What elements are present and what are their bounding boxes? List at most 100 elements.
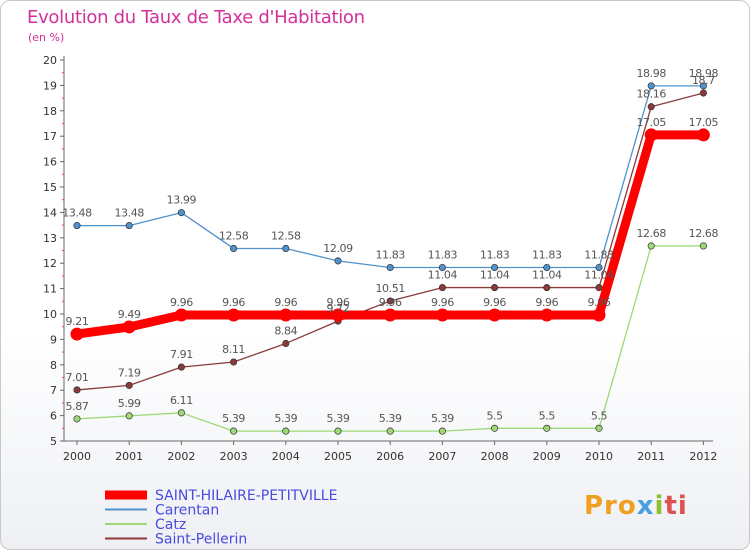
data-point bbox=[435, 308, 449, 322]
y-tick-label: 19 bbox=[43, 79, 57, 92]
y-tick-label: 17 bbox=[43, 130, 57, 143]
y-tick-label: 12 bbox=[43, 257, 57, 270]
data-point bbox=[488, 308, 502, 322]
x-tick-label: 2011 bbox=[637, 450, 665, 463]
series-line-carentan bbox=[76, 85, 705, 269]
data-label: 9.49 bbox=[118, 308, 141, 321]
data-label: 9.21 bbox=[66, 315, 89, 328]
y-tick-label: 6 bbox=[50, 410, 57, 423]
data-point bbox=[647, 82, 655, 90]
legend-label: Catz bbox=[155, 517, 186, 533]
data-label: 18.16 bbox=[636, 88, 666, 101]
y-tick-label: 20 bbox=[43, 54, 57, 67]
data-point bbox=[331, 308, 345, 322]
data-point bbox=[491, 424, 499, 432]
data-label: 11.83 bbox=[584, 249, 614, 262]
data-point bbox=[334, 427, 342, 435]
data-label: 5.39 bbox=[222, 412, 245, 425]
data-point bbox=[122, 320, 136, 334]
data-label: 11.83 bbox=[532, 249, 562, 262]
data-label: 13.48 bbox=[114, 207, 144, 220]
data-point bbox=[177, 363, 185, 371]
data-label: 11.04 bbox=[428, 269, 458, 282]
data-label: 7.91 bbox=[170, 348, 193, 361]
y-tick-label: 9 bbox=[50, 333, 57, 346]
data-label: 8.84 bbox=[274, 324, 297, 337]
data-point bbox=[647, 242, 655, 250]
data-point bbox=[438, 284, 446, 292]
data-point bbox=[125, 222, 133, 230]
x-tick-label: 2000 bbox=[63, 450, 91, 463]
data-label: 9.96 bbox=[274, 296, 297, 309]
data-point bbox=[647, 103, 655, 111]
data-point bbox=[543, 424, 551, 432]
y-tick-label: 11 bbox=[43, 283, 57, 296]
data-label: 9.96 bbox=[170, 296, 193, 309]
data-label: 5.39 bbox=[379, 412, 402, 425]
x-tick-label: 2009 bbox=[533, 450, 561, 463]
data-point bbox=[386, 427, 394, 435]
legend-label: SAINT-HILAIRE-PETITVILLE bbox=[155, 488, 337, 504]
data-label: 7.01 bbox=[66, 371, 89, 384]
y-tick-label: 16 bbox=[43, 156, 57, 169]
y-tick-label: 7 bbox=[50, 384, 57, 397]
data-point bbox=[491, 263, 499, 272]
legend-label: Saint-Pellerin bbox=[155, 532, 247, 548]
x-tick-label: 2007 bbox=[428, 450, 456, 463]
data-label: 12.68 bbox=[636, 227, 666, 240]
data-point bbox=[177, 409, 185, 417]
data-point bbox=[230, 358, 238, 366]
data-label: 5.99 bbox=[118, 397, 141, 410]
data-label: 9.96 bbox=[588, 296, 611, 309]
data-point bbox=[174, 308, 188, 322]
y-tick-label: 5 bbox=[50, 435, 57, 448]
data-label: 5.39 bbox=[431, 412, 454, 425]
x-tick-label: 2012 bbox=[689, 450, 717, 463]
data-label: 9.96 bbox=[483, 296, 506, 309]
data-point bbox=[73, 386, 81, 394]
data-point bbox=[386, 263, 394, 272]
data-label: 18.98 bbox=[689, 67, 719, 80]
data-point bbox=[70, 327, 84, 341]
data-label: 7.19 bbox=[118, 366, 141, 379]
data-point bbox=[282, 339, 290, 348]
data-label: 12.68 bbox=[689, 227, 719, 240]
data-label: 5.5 bbox=[486, 409, 503, 422]
data-point bbox=[279, 308, 293, 322]
data-point bbox=[699, 242, 707, 250]
data-point bbox=[696, 128, 710, 142]
data-label: 9.96 bbox=[222, 296, 245, 309]
data-point bbox=[644, 128, 658, 142]
data-point bbox=[125, 381, 133, 389]
data-point bbox=[699, 89, 707, 97]
data-label: 10.51 bbox=[375, 282, 405, 295]
data-point bbox=[543, 284, 551, 292]
data-label: 9.72 bbox=[327, 302, 350, 315]
series-line-saint-pellerin bbox=[76, 92, 705, 391]
data-point bbox=[383, 308, 397, 322]
data-point bbox=[227, 308, 241, 322]
data-label: 8.11 bbox=[222, 343, 245, 356]
data-point bbox=[230, 427, 238, 435]
data-label: 11.04 bbox=[532, 269, 562, 282]
data-point bbox=[438, 427, 446, 435]
data-point bbox=[282, 244, 290, 253]
y-tick-label: 13 bbox=[43, 232, 57, 245]
x-tick-label: 2002 bbox=[167, 450, 195, 463]
data-label: 11.04 bbox=[480, 269, 510, 282]
data-label: 13.48 bbox=[62, 207, 92, 220]
data-label: 5.5 bbox=[591, 409, 608, 422]
x-tick-label: 2001 bbox=[115, 450, 143, 463]
data-label: 9.96 bbox=[431, 296, 454, 309]
proxiti-logo: Proxiti bbox=[584, 491, 688, 521]
y-tick-label: 18 bbox=[43, 105, 57, 118]
data-label: 11.83 bbox=[428, 249, 458, 262]
data-point bbox=[230, 244, 238, 253]
data-label: 18.7 bbox=[692, 74, 715, 87]
data-label: 11.04 bbox=[584, 269, 614, 282]
x-tick-label: 2006 bbox=[376, 450, 404, 463]
data-label: 5.39 bbox=[327, 412, 350, 425]
data-point bbox=[438, 263, 446, 272]
x-tick-label: 2004 bbox=[272, 450, 300, 463]
